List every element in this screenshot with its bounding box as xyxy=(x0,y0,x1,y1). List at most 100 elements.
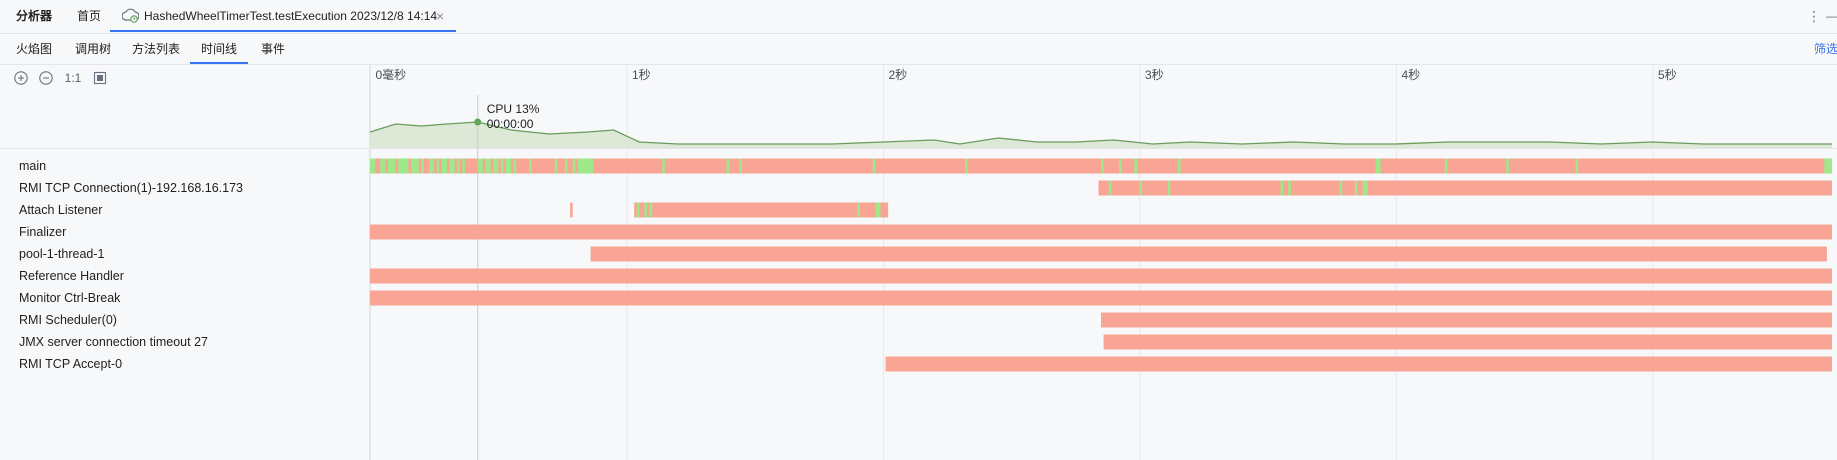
thread-running-bar xyxy=(1354,180,1358,196)
panel-divider xyxy=(369,65,370,460)
close-icon[interactable]: × xyxy=(436,8,445,24)
thread-running-bar xyxy=(477,158,483,174)
thread-name[interactable]: JMX server connection timeout 27 xyxy=(19,335,208,349)
cpu-area xyxy=(370,122,1833,148)
thread-running-bar xyxy=(857,202,860,218)
reset-zoom-button[interactable]: 1:1 xyxy=(64,71,82,85)
cpu-divider xyxy=(0,148,1837,149)
thread-running-bar xyxy=(1134,158,1137,174)
tab-call-tree[interactable]: 调用树 xyxy=(75,42,112,56)
thread-running-bar xyxy=(380,158,386,174)
thread-running-bar xyxy=(572,158,576,174)
thread-running-bar xyxy=(449,158,455,174)
thread-running-bar xyxy=(436,158,440,174)
thread-name[interactable]: Attach Listener xyxy=(19,203,103,217)
thread-state-bar xyxy=(590,246,1827,262)
thread-state-bar xyxy=(370,268,1833,284)
filter-link[interactable]: 筛选 xyxy=(1814,42,1837,56)
thread-name[interactable]: Monitor Ctrl-Break xyxy=(19,291,121,305)
thread-running-bar xyxy=(872,158,876,174)
axis-tick-label: 2秒 xyxy=(889,68,908,82)
axis-tick-label: 5秒 xyxy=(1658,68,1677,82)
thread-state-bar xyxy=(1103,334,1833,350)
thread-state-bar xyxy=(1098,180,1833,196)
axis-tick-label: 1秒 xyxy=(632,68,651,82)
thread-running-bar xyxy=(411,158,419,174)
thread-running-bar xyxy=(644,202,648,218)
thread-running-bar xyxy=(513,158,517,174)
thread-running-bar xyxy=(1118,158,1122,174)
thread-name[interactable]: Reference Handler xyxy=(19,269,124,283)
thread-running-bar xyxy=(577,158,594,174)
thread-running-bar xyxy=(493,158,499,174)
thread-running-bar xyxy=(649,202,653,218)
thread-state-bar xyxy=(634,202,889,218)
profiler-snapshot-icon xyxy=(122,8,139,23)
thread-state-bar xyxy=(370,224,1833,240)
tab-flame-graph[interactable]: 火焰图 xyxy=(16,42,53,56)
thread-running-bar xyxy=(370,158,376,174)
thread-running-bar xyxy=(1177,158,1181,174)
run-tab[interactable]: HashedWheelTimerTest.testExecution 2023/… xyxy=(110,0,456,32)
thread-running-bar xyxy=(398,158,409,174)
thread-running-bar xyxy=(421,158,424,174)
thread-running-bar xyxy=(726,158,730,174)
thread-name[interactable]: RMI TCP Accept-0 xyxy=(19,357,123,371)
fit-icon[interactable] xyxy=(93,70,107,86)
thread-running-bar xyxy=(505,158,512,174)
thread-running-bar xyxy=(1444,158,1448,174)
thread-running-bar xyxy=(485,158,491,174)
tab-events[interactable]: 事件 xyxy=(261,42,286,56)
thread-name[interactable]: pool-1-thread-1 xyxy=(19,247,105,261)
tab-method-list[interactable]: 方法列表 xyxy=(132,42,181,56)
cpu-line xyxy=(370,121,1832,145)
thread-running-bar xyxy=(1575,158,1579,174)
thread-running-bar xyxy=(1167,180,1171,196)
axis-tick-label: 3秒 xyxy=(1145,68,1164,82)
thread-running-bar xyxy=(1506,158,1509,174)
home-tab[interactable]: 首页 xyxy=(77,9,102,23)
thread-running-bar xyxy=(529,158,532,174)
thread-running-bar xyxy=(1824,158,1833,174)
thread-name[interactable]: RMI Scheduler(0) xyxy=(19,313,117,327)
thread-running-bar xyxy=(662,158,665,174)
thread-running-bar xyxy=(739,158,742,174)
timeline-chart[interactable]: 0毫秒 1秒 2秒 3秒 4秒 5秒 CPU 13%00:00:00 xyxy=(370,65,1837,460)
tab-timeline[interactable]: 时间线 xyxy=(190,34,248,64)
analyzer-tab[interactable]: 分析器 xyxy=(16,9,53,23)
cpu-cursor-dot xyxy=(474,118,482,126)
timeline-toolbar: 1:1 xyxy=(0,65,370,149)
top-bar: 分析器 首页 HashedWheelTimerTest.testExecutio… xyxy=(0,0,1837,34)
run-tab-label: HashedWheelTimerTest.testExecution 2023/… xyxy=(144,9,438,23)
thread-running-bar xyxy=(387,158,396,174)
thread-running-bar xyxy=(441,158,447,174)
thread-running-bar xyxy=(1280,180,1284,196)
thread-running-bar xyxy=(1101,158,1104,174)
zoom-out-icon[interactable] xyxy=(38,70,54,86)
thread-running-bar xyxy=(1108,180,1112,196)
thread-name[interactable]: main xyxy=(19,159,47,173)
thread-name[interactable]: RMI TCP Connection(1)-192.168.16.173 xyxy=(19,181,243,195)
thread-state-bar xyxy=(885,356,1833,372)
cpu-time-label: 00:00:00 xyxy=(487,117,534,131)
thread-running-bar xyxy=(457,158,460,174)
thread-running-bar xyxy=(462,158,465,174)
thread-running-bar xyxy=(1375,158,1381,174)
thread-running-bar xyxy=(636,202,640,218)
thread-state-bar xyxy=(370,290,1833,306)
view-tabs: 火焰图 调用树 方法列表 时间线 事件 筛选 xyxy=(0,34,1837,65)
minimize-icon[interactable]: — xyxy=(1826,9,1837,23)
thread-running-bar xyxy=(554,158,558,174)
thread-name[interactable]: Finalizer xyxy=(19,225,67,239)
thread-running-bar xyxy=(1288,180,1291,196)
thread-running-bar xyxy=(428,158,435,174)
axis-tick-label: 4秒 xyxy=(1402,68,1421,82)
thread-running-bar xyxy=(1139,180,1143,196)
thread-running-bar xyxy=(875,202,881,218)
thread-running-bar xyxy=(1362,180,1368,196)
axis-tick-label: 0毫秒 xyxy=(376,67,407,82)
more-vertical-icon[interactable]: ⋮ xyxy=(1807,8,1821,24)
thread-running-bar xyxy=(1339,180,1343,196)
cpu-percent-label: CPU 13% xyxy=(487,102,540,116)
zoom-in-icon[interactable] xyxy=(13,70,29,86)
